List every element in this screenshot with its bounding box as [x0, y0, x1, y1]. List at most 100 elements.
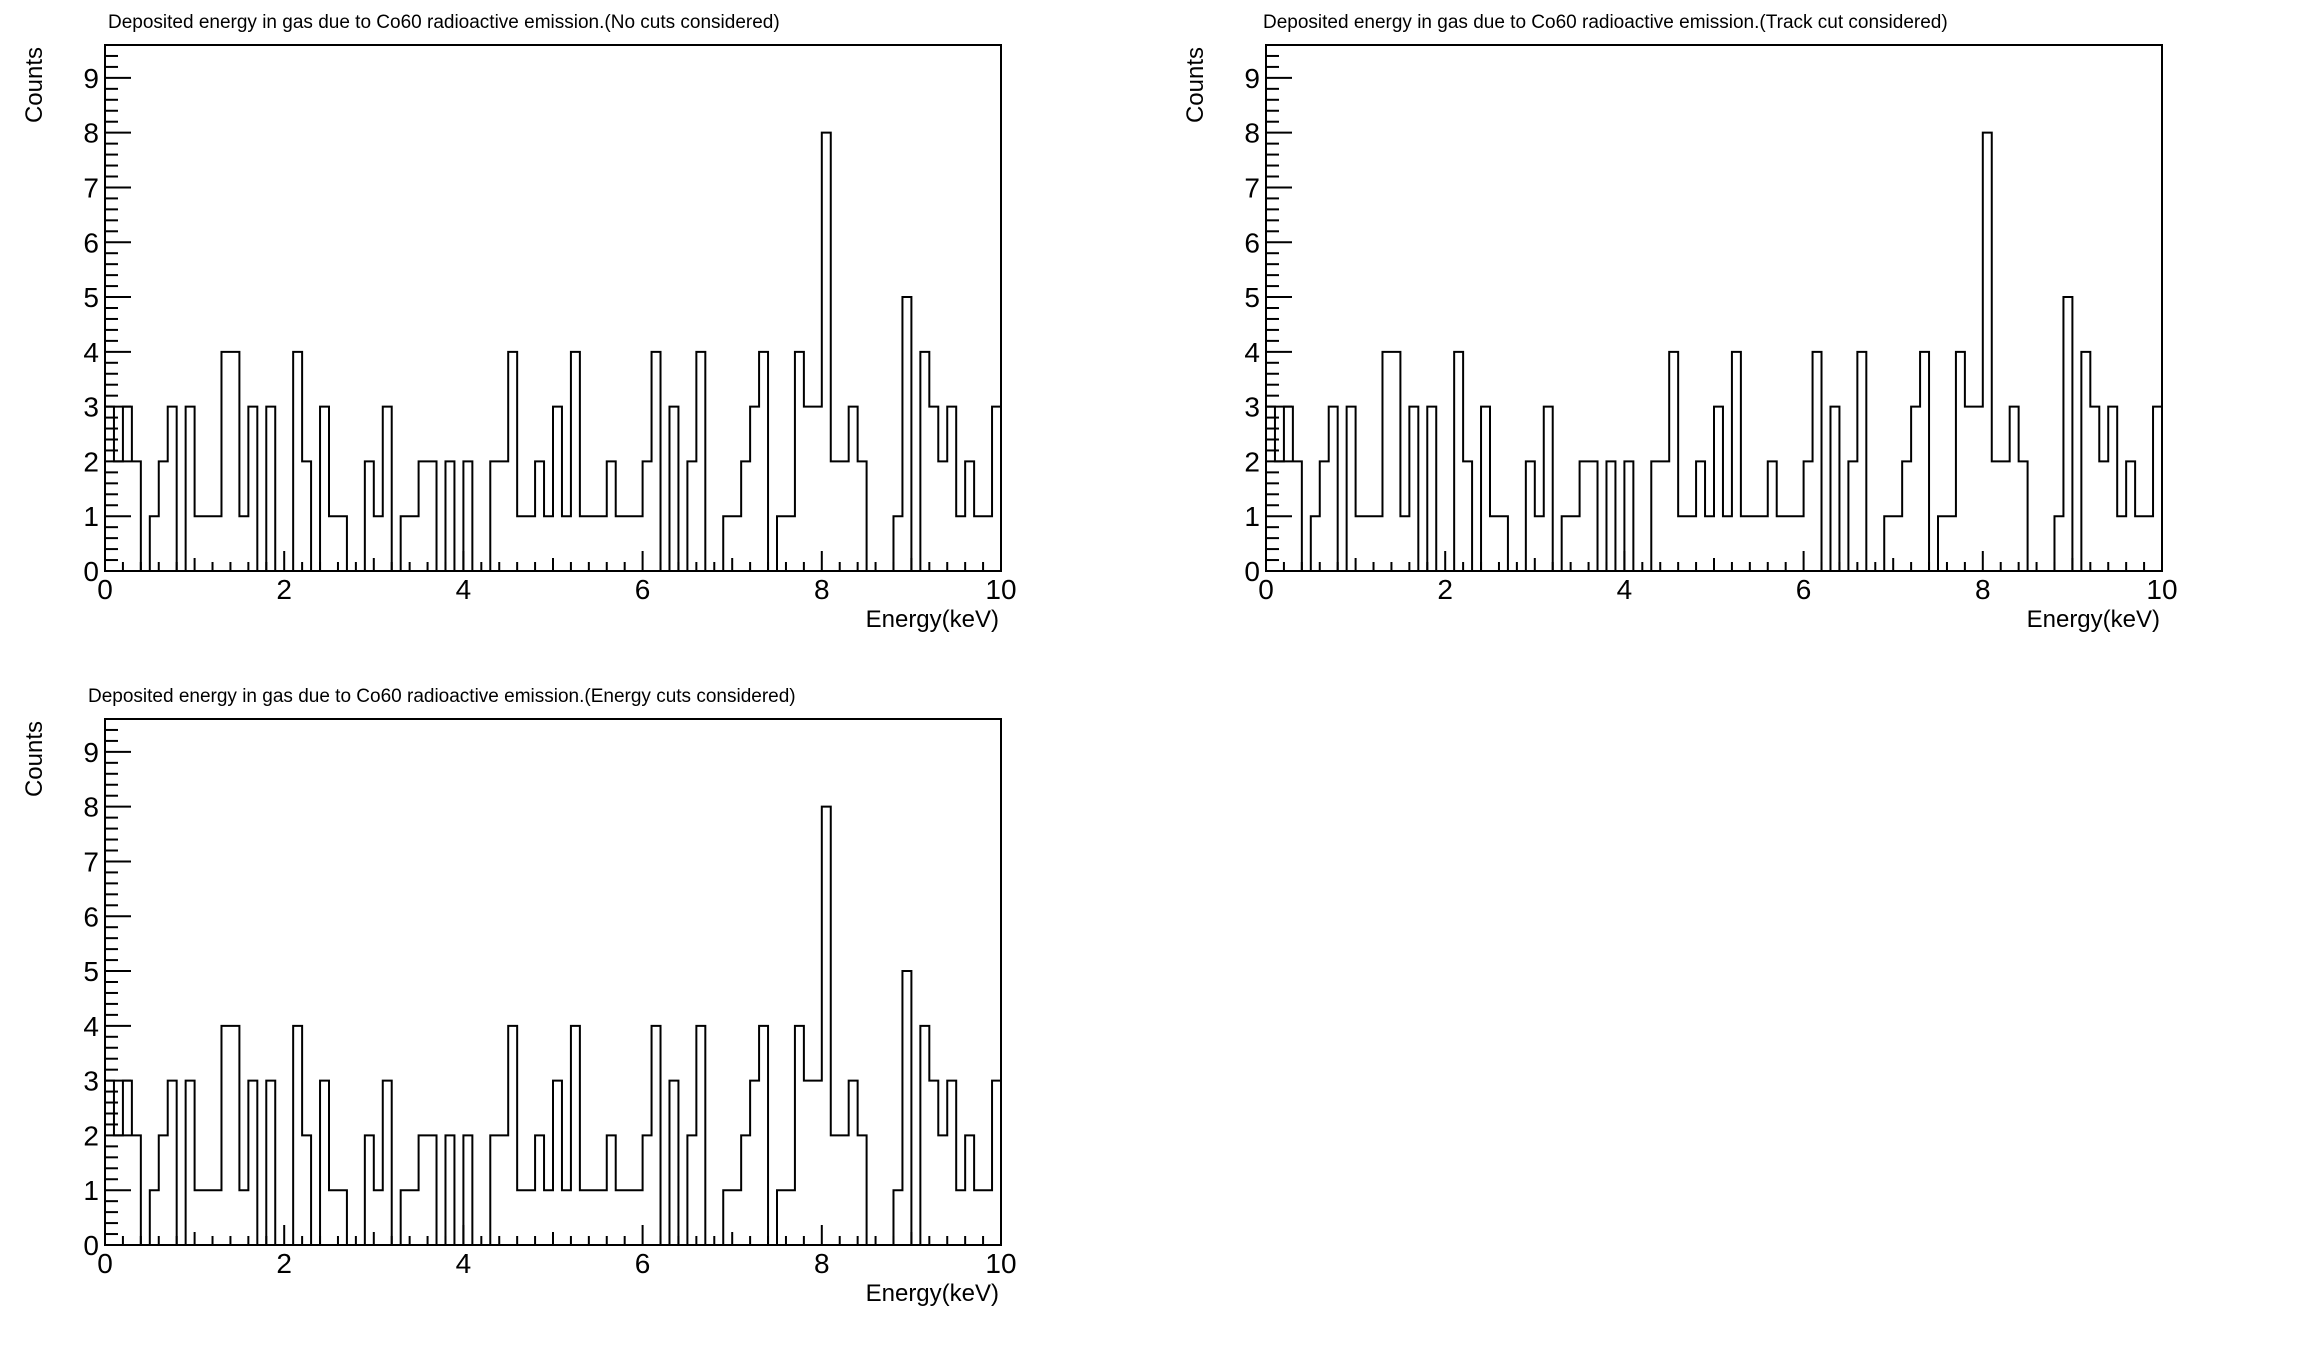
- histogram-bin: [365, 461, 374, 571]
- histogram-bin: [1750, 516, 1759, 571]
- histogram-bin: [1714, 407, 1723, 571]
- y-tick-label: 7: [83, 846, 99, 877]
- histogram-bin: [723, 1190, 732, 1245]
- histogram-bin: [1884, 516, 1893, 571]
- histogram-bin: [571, 1026, 580, 1245]
- histogram-bin: [383, 407, 392, 571]
- y-tick-label: 6: [1244, 227, 1260, 258]
- y-tick-label: 3: [83, 392, 99, 423]
- histogram-bin: [893, 1190, 902, 1245]
- histogram-bin: [186, 1081, 195, 1245]
- histogram-bin: [956, 516, 965, 571]
- histogram-bin: [1813, 352, 1822, 571]
- histogram-bin: [849, 407, 858, 571]
- histogram-bin: [2153, 407, 2162, 571]
- histogram-bin: [2108, 407, 2117, 571]
- histogram-bin: [947, 1081, 956, 1245]
- x-tick-label: 2: [276, 574, 292, 605]
- histogram-bin: [168, 1081, 177, 1245]
- histogram-bin: [132, 1135, 141, 1245]
- histogram-bin: [535, 461, 544, 571]
- histogram-bin: [974, 516, 983, 571]
- histogram-bin: [965, 461, 974, 571]
- histogram-bin: [625, 516, 634, 571]
- histogram-bin: [1669, 352, 1678, 571]
- histogram-bin: [410, 516, 419, 571]
- histogram-bin: [902, 971, 911, 1245]
- y-tick-label: 8: [83, 118, 99, 149]
- histogram-bin: [410, 1190, 419, 1245]
- histogram-bin: [517, 1190, 526, 1245]
- histogram-bin: [1490, 516, 1499, 571]
- histogram-bin: [580, 516, 589, 571]
- histogram-bin: [759, 352, 768, 571]
- histogram-bin: [1956, 352, 1965, 571]
- histogram-bin: [1374, 516, 1383, 571]
- histogram-bin: [329, 516, 338, 571]
- histogram-bin: [168, 407, 177, 571]
- histogram-panel-no-cuts: Deposited energy in gas due to Co60 radi…: [0, 0, 1161, 674]
- histogram-bin: [1293, 461, 1302, 571]
- histogram-bin: [1562, 516, 1571, 571]
- histogram-bin: [1705, 516, 1714, 571]
- y-tick-label: 9: [83, 63, 99, 94]
- histogram-bin: [741, 461, 750, 571]
- x-axis-label: Energy(keV): [2027, 606, 2160, 633]
- histogram-bin: [302, 461, 311, 571]
- histogram-bin: [634, 1190, 643, 1245]
- histogram-bin: [643, 1135, 652, 1245]
- histogram-bin: [831, 1135, 840, 1245]
- histogram-bin: [634, 516, 643, 571]
- x-tick-label: 10: [2146, 574, 2177, 605]
- y-tick-label: 6: [83, 901, 99, 932]
- x-tick-label: 4: [456, 574, 472, 605]
- histogram-bin: [1347, 407, 1356, 571]
- y-tick-label: 7: [83, 172, 99, 203]
- histogram-bin: [248, 407, 257, 571]
- histogram-bin: [419, 1135, 428, 1245]
- histogram-bin: [526, 516, 535, 571]
- histogram-bin: [804, 407, 813, 571]
- histogram-bin: [239, 516, 248, 571]
- y-tick-label: 1: [83, 501, 99, 532]
- histogram-bin: [813, 1081, 822, 1245]
- histogram-bin: [607, 461, 616, 571]
- y-tick-label: 9: [1244, 63, 1260, 94]
- histogram-series-line: [105, 131, 1001, 572]
- histogram-bin: [598, 516, 607, 571]
- histogram-bin: [902, 297, 911, 571]
- histogram-bin: [517, 516, 526, 571]
- histogram-bin: [1400, 516, 1409, 571]
- histogram-bin: [562, 1190, 571, 1245]
- histogram-bin: [195, 1190, 204, 1245]
- histogram-bin: [204, 1190, 213, 1245]
- y-axis-label: Counts: [21, 47, 48, 123]
- y-tick-label: 1: [1244, 501, 1260, 532]
- histogram-bin: [1902, 461, 1911, 571]
- histogram-bin: [2081, 352, 2090, 571]
- y-tick-label: 9: [83, 737, 99, 768]
- histogram-bin: [221, 1026, 230, 1245]
- histogram-bin: [293, 352, 302, 571]
- histogram-bin: [893, 516, 902, 571]
- histogram-bin: [1660, 461, 1669, 571]
- x-axis-label: Energy(keV): [866, 1280, 999, 1307]
- histogram-bin: [965, 1135, 974, 1245]
- histogram-bin: [616, 516, 625, 571]
- histogram-bin: [580, 1190, 589, 1245]
- histogram-bin: [1320, 461, 1329, 571]
- histogram-bin: [2144, 516, 2153, 571]
- histogram-bin: [1678, 516, 1687, 571]
- y-tick-label: 6: [83, 227, 99, 258]
- histogram-bin: [840, 1135, 849, 1245]
- histogram-bin: [508, 1026, 517, 1245]
- histogram-bin: [553, 407, 562, 571]
- histogram-bin: [1687, 516, 1696, 571]
- histogram-bin: [589, 516, 598, 571]
- histogram-bin: [992, 407, 1001, 571]
- histogram-bin: [132, 461, 141, 571]
- histogram-bin: [1266, 407, 1275, 571]
- histogram-bin: [1454, 352, 1463, 571]
- histogram-bin: [1696, 461, 1705, 571]
- x-tick-label: 6: [635, 1248, 651, 1279]
